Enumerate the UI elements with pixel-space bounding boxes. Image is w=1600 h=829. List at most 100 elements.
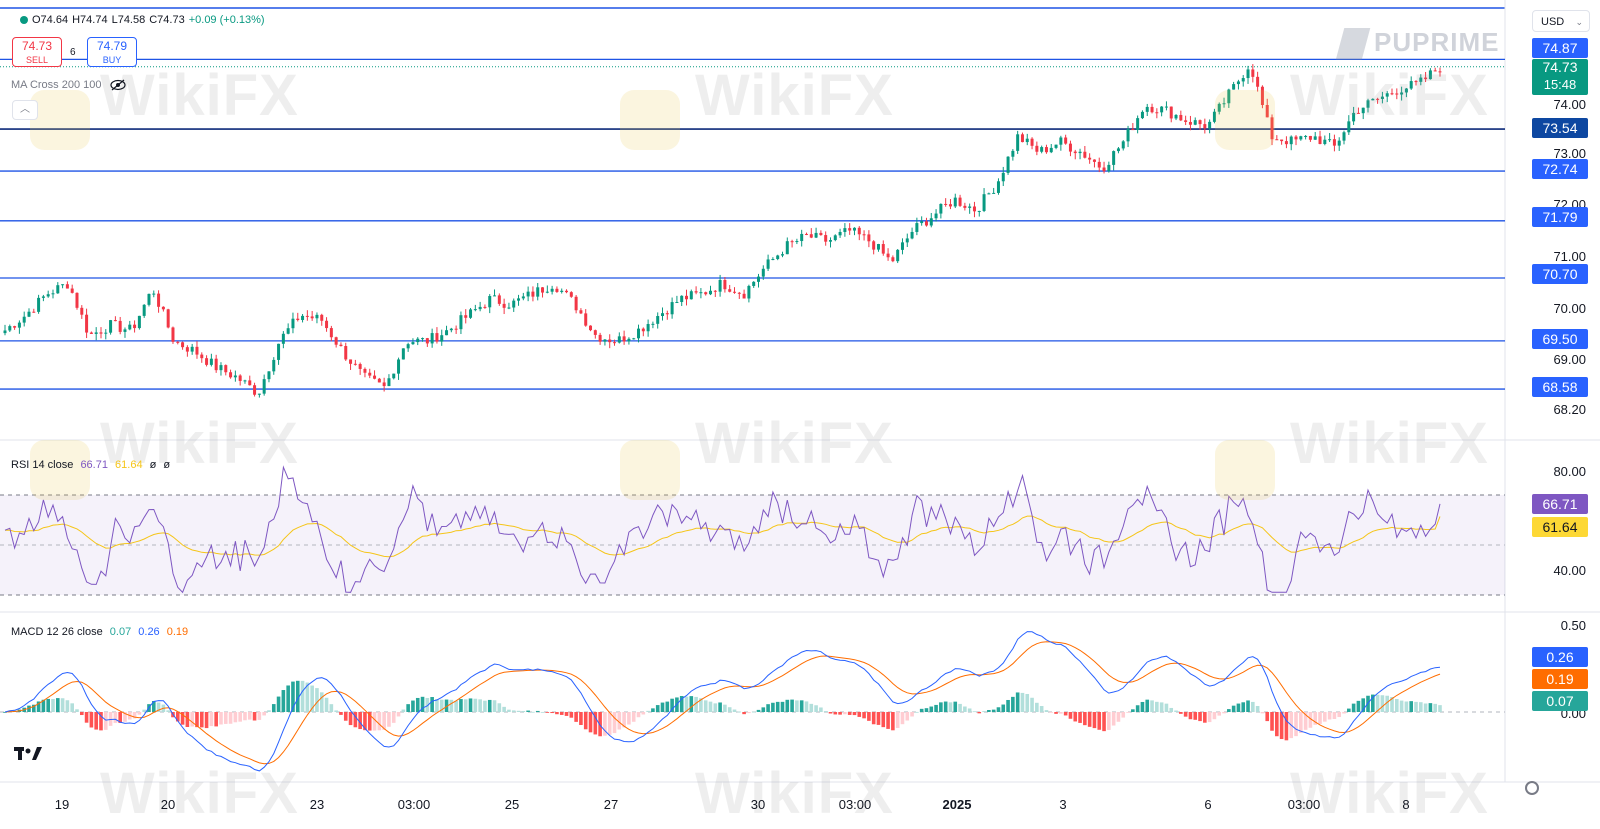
candle-body (1438, 71, 1442, 73)
price-level-tag: 73.54 (1532, 118, 1588, 138)
candle-body (958, 197, 962, 206)
candle-body (75, 292, 79, 308)
macd-hist-bar (1121, 712, 1126, 718)
wikifx-logo-watermark (620, 440, 680, 500)
macd-hist-bar (1087, 712, 1092, 727)
macd-hist-bar (737, 711, 742, 713)
macd-hist-bar (1347, 708, 1351, 712)
macd-hist-bar (641, 712, 646, 715)
macd-hist-bar (305, 682, 310, 712)
candle-body (1020, 134, 1024, 143)
candle-body (1270, 117, 1274, 140)
candle-body (944, 203, 948, 205)
candle-body (1073, 151, 1077, 154)
candle-body (1222, 103, 1226, 105)
candle-body (1044, 147, 1048, 153)
candle-body (574, 296, 578, 311)
candle-body (1328, 139, 1332, 141)
candle-body (1112, 151, 1116, 165)
candle-body (1059, 137, 1063, 145)
candle-body (843, 228, 847, 232)
macd-hist-bar (1332, 712, 1337, 719)
candle-body (1308, 135, 1312, 140)
candle-body (445, 330, 449, 336)
candle-body (1179, 114, 1183, 121)
buy-button[interactable]: 74.79 BUY (87, 37, 137, 67)
time-tick: 30 (750, 797, 766, 812)
macd-hist-bar (1111, 712, 1116, 726)
candle-body (656, 316, 660, 324)
candle-body (680, 295, 684, 303)
macd-hist-bar (579, 712, 583, 725)
macd-hist-bar (795, 700, 799, 712)
candle-body (550, 288, 554, 292)
candle-body (421, 338, 425, 340)
macd-hist-bar (223, 712, 228, 724)
candle-body (1030, 138, 1034, 146)
macd-hist-bar (622, 712, 626, 728)
macd-hist-bar (262, 712, 266, 716)
macd-hist-bar (977, 712, 982, 714)
candle-body (579, 310, 583, 314)
candle-body (1054, 144, 1058, 148)
macd-hist-bar (79, 712, 84, 716)
candle-body (13, 326, 17, 328)
price-tick: 70.00 (1553, 301, 1586, 316)
candle-body (214, 358, 218, 371)
candle-body (809, 234, 813, 238)
candle-body (569, 292, 573, 297)
candle-body (1428, 70, 1432, 80)
macd-hist-bar (919, 708, 924, 712)
macd-hist-tag: 0.07 (1532, 691, 1588, 711)
rsi-legend[interactable]: RSI 14 close 66.71 61.64 ø ø (11, 459, 174, 471)
candle-body (123, 329, 127, 332)
macd-hist-bar (487, 699, 492, 712)
sell-button[interactable]: 74.73 SELL (12, 37, 62, 67)
macd-hist-bar (1390, 697, 1394, 712)
macd-hist-bar (991, 709, 996, 712)
candle-body (752, 281, 756, 286)
macd-hist-bar (1145, 699, 1150, 712)
candle-body (795, 241, 799, 243)
candle-body (27, 311, 31, 317)
macd-hist-bar (401, 709, 406, 712)
settings-gear-icon[interactable] (1525, 781, 1539, 795)
macd-hist-bar (703, 700, 708, 712)
candle-body (3, 330, 7, 334)
candle-body (1352, 112, 1356, 122)
candle-body (948, 204, 952, 207)
candle-body (253, 385, 257, 395)
price-level-tag: 74.87 (1532, 38, 1588, 58)
candle-body (152, 293, 156, 295)
open-value: O74.64 (32, 14, 69, 26)
macd-hist-bar (564, 712, 569, 716)
ma-cross-legend[interactable]: MA Cross 200 100 (11, 79, 126, 91)
macd-hist-bar (310, 685, 314, 712)
chevron-up-icon: ︿ (20, 104, 30, 115)
collapse-legend-button[interactable]: ︿ (12, 100, 38, 120)
macd-hist-bar (684, 696, 689, 712)
macd-hist-bar (444, 699, 449, 712)
macd-hist-bar (780, 701, 785, 712)
candle-body (761, 268, 765, 277)
candle-body (632, 338, 636, 340)
candle-body (17, 322, 21, 328)
currency-selector[interactable]: USD ⌄ (1532, 10, 1590, 32)
current-price: 74.73 (1542, 59, 1578, 75)
candle-body (329, 328, 333, 338)
macd-hist-bar (367, 712, 372, 731)
candle-body (968, 206, 972, 208)
candle-body (137, 315, 141, 329)
wikifx-logo-watermark (1215, 90, 1275, 150)
visibility-eye-icon[interactable] (109, 79, 126, 91)
candle-body (1361, 107, 1365, 114)
tradingview-logo[interactable] (14, 744, 44, 767)
macd-hist-bar (761, 707, 766, 712)
macd-legend[interactable]: MACD 12 26 close 0.07 0.26 0.19 (11, 626, 192, 638)
candle-body (89, 332, 93, 334)
candle-body (891, 257, 895, 262)
candle-body (56, 285, 60, 294)
macd-hist-bar (627, 712, 631, 725)
candle-body (1404, 88, 1408, 93)
